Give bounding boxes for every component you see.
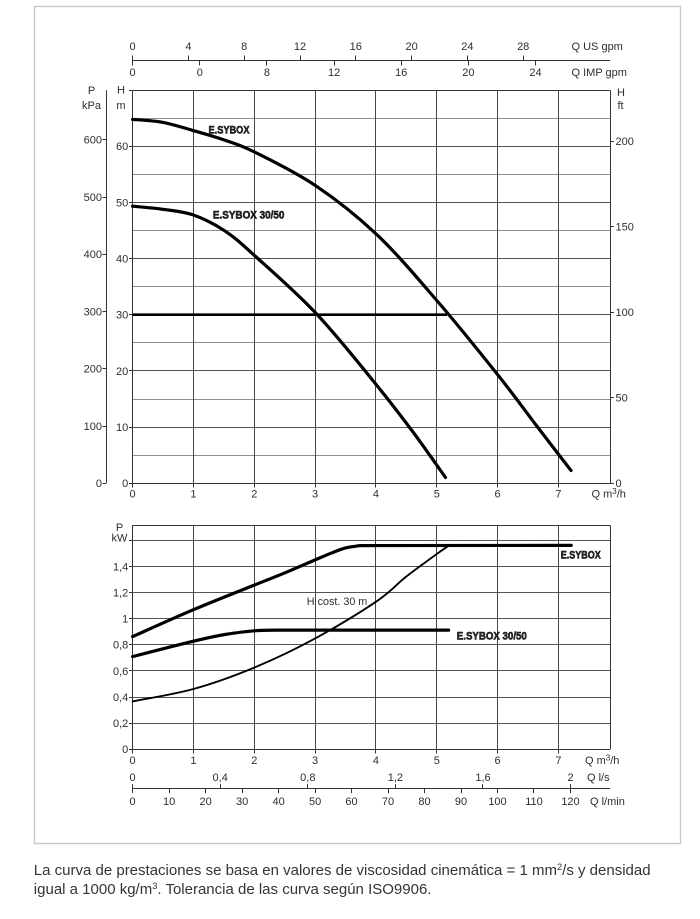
svg-text:10: 10 bbox=[163, 796, 175, 808]
svg-text:12: 12 bbox=[294, 41, 306, 53]
svg-text:0: 0 bbox=[96, 478, 102, 490]
svg-text:Q l/s: Q l/s bbox=[587, 772, 610, 784]
svg-text:0: 0 bbox=[122, 744, 128, 756]
svg-text:200: 200 bbox=[616, 136, 634, 148]
svg-text:0: 0 bbox=[122, 478, 128, 490]
svg-text:5: 5 bbox=[434, 489, 440, 501]
svg-text:3: 3 bbox=[312, 755, 318, 767]
svg-text:50: 50 bbox=[309, 796, 321, 808]
svg-text:20: 20 bbox=[462, 67, 474, 79]
svg-text:E.SYBOX 30/50: E.SYBOX 30/50 bbox=[213, 210, 285, 222]
svg-text:0: 0 bbox=[130, 489, 136, 501]
svg-text:4: 4 bbox=[373, 489, 379, 501]
svg-text:1,4: 1,4 bbox=[113, 561, 128, 573]
svg-text:2: 2 bbox=[251, 489, 257, 501]
svg-text:0: 0 bbox=[130, 755, 136, 767]
svg-text:16: 16 bbox=[395, 67, 407, 79]
svg-text:20: 20 bbox=[405, 41, 417, 53]
svg-text:24: 24 bbox=[461, 41, 473, 53]
svg-text:0,4: 0,4 bbox=[213, 772, 228, 784]
svg-text:10: 10 bbox=[116, 422, 128, 434]
svg-text:m: m bbox=[116, 100, 125, 112]
svg-text:1: 1 bbox=[190, 755, 196, 767]
svg-text:1: 1 bbox=[122, 614, 128, 626]
svg-text:40: 40 bbox=[116, 254, 128, 266]
svg-text:Q US gpm: Q US gpm bbox=[572, 41, 623, 53]
svg-text:110: 110 bbox=[525, 796, 543, 808]
svg-text:150: 150 bbox=[616, 221, 634, 233]
svg-text:0: 0 bbox=[616, 478, 622, 490]
svg-text:90: 90 bbox=[455, 796, 467, 808]
svg-text:40: 40 bbox=[272, 796, 284, 808]
svg-text:0: 0 bbox=[130, 772, 136, 784]
svg-text:50: 50 bbox=[616, 393, 628, 405]
svg-text:6: 6 bbox=[495, 489, 501, 501]
svg-text:80: 80 bbox=[418, 796, 430, 808]
svg-text:1,2: 1,2 bbox=[388, 772, 403, 784]
svg-text:H: H bbox=[617, 87, 625, 99]
svg-text:1,2: 1,2 bbox=[113, 588, 128, 600]
svg-text:3: 3 bbox=[312, 489, 318, 501]
svg-text:20: 20 bbox=[199, 796, 211, 808]
svg-text:8: 8 bbox=[264, 67, 270, 79]
svg-text:0: 0 bbox=[130, 796, 136, 808]
svg-text:Q m3/h: Q m3/h bbox=[585, 753, 619, 767]
svg-text:5: 5 bbox=[434, 755, 440, 767]
svg-text:ft: ft bbox=[617, 100, 623, 112]
svg-text:600: 600 bbox=[84, 135, 102, 147]
svg-text:1: 1 bbox=[190, 489, 196, 501]
svg-text:24: 24 bbox=[529, 67, 541, 79]
svg-text:70: 70 bbox=[382, 796, 394, 808]
svg-text:60: 60 bbox=[116, 141, 128, 153]
svg-text:8: 8 bbox=[241, 41, 247, 53]
svg-text:400: 400 bbox=[84, 249, 102, 261]
svg-text:0,4: 0,4 bbox=[113, 692, 128, 704]
svg-text:kW: kW bbox=[112, 533, 129, 545]
svg-text:30: 30 bbox=[116, 310, 128, 322]
svg-text:6: 6 bbox=[495, 755, 501, 767]
svg-text:4: 4 bbox=[373, 755, 379, 767]
svg-text:120: 120 bbox=[561, 796, 579, 808]
svg-text:Q IMP gpm: Q IMP gpm bbox=[572, 67, 627, 79]
svg-text:50: 50 bbox=[116, 197, 128, 209]
svg-text:100: 100 bbox=[84, 421, 102, 433]
svg-text:0,8: 0,8 bbox=[300, 772, 315, 784]
svg-text:2: 2 bbox=[251, 755, 257, 767]
svg-text:30: 30 bbox=[236, 796, 248, 808]
svg-text:0,2: 0,2 bbox=[113, 718, 128, 730]
svg-text:H cost. 30 m: H cost. 30 m bbox=[307, 596, 368, 608]
svg-text:7: 7 bbox=[555, 755, 561, 767]
svg-text:2: 2 bbox=[568, 772, 574, 784]
svg-text:H: H bbox=[117, 85, 125, 97]
svg-text:28: 28 bbox=[517, 41, 529, 53]
svg-text:200: 200 bbox=[84, 364, 102, 376]
svg-text:Q l/min: Q l/min bbox=[590, 796, 625, 808]
svg-text:4: 4 bbox=[185, 41, 191, 53]
svg-text:Q m3/h: Q m3/h bbox=[592, 487, 626, 501]
svg-text:1,6: 1,6 bbox=[475, 772, 490, 784]
svg-text:7: 7 bbox=[555, 489, 561, 501]
svg-text:P: P bbox=[88, 85, 95, 97]
svg-text:100: 100 bbox=[488, 796, 506, 808]
svg-text:P: P bbox=[116, 522, 123, 534]
svg-text:E.SYBOX: E.SYBOX bbox=[209, 124, 251, 136]
svg-text:60: 60 bbox=[345, 796, 357, 808]
svg-text:500: 500 bbox=[84, 192, 102, 204]
svg-text:100: 100 bbox=[616, 307, 634, 319]
svg-text:300: 300 bbox=[84, 306, 102, 318]
svg-text:0,8: 0,8 bbox=[113, 640, 128, 652]
svg-text:0: 0 bbox=[130, 67, 136, 79]
svg-text:16: 16 bbox=[350, 41, 362, 53]
svg-text:20: 20 bbox=[116, 366, 128, 378]
svg-text:12: 12 bbox=[328, 67, 340, 79]
svg-text:E.SYBOX: E.SYBOX bbox=[561, 549, 602, 561]
svg-text:E.SYBOX 30/50: E.SYBOX 30/50 bbox=[457, 631, 527, 643]
svg-text:kPa: kPa bbox=[82, 100, 102, 112]
svg-text:0: 0 bbox=[130, 41, 136, 53]
svg-text:0,6: 0,6 bbox=[113, 666, 128, 678]
svg-text:0: 0 bbox=[197, 67, 203, 79]
